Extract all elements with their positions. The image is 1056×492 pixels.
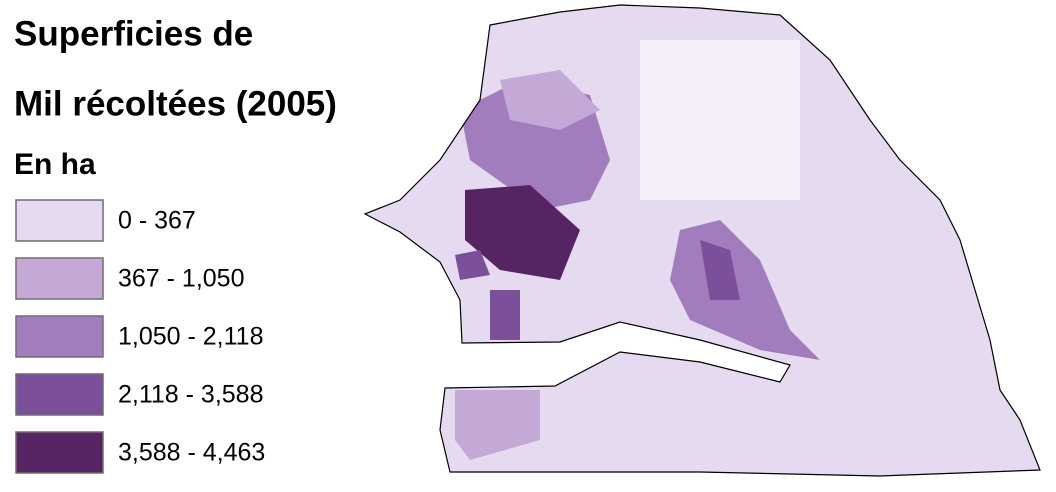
- legend-swatch: [15, 315, 104, 358]
- region-fill: [490, 290, 520, 340]
- legend-swatch: [15, 431, 104, 474]
- legend-label: 367 - 1,050: [118, 265, 245, 293]
- legend-label: 3,588 - 4,463: [118, 439, 265, 467]
- region-fill: [455, 250, 490, 280]
- region-fill: [455, 390, 540, 460]
- legend-swatch: [15, 199, 104, 242]
- legend-label: 2,118 - 3,588: [118, 381, 263, 409]
- legend-label: 1,050 - 2,118: [118, 323, 263, 351]
- unit-label: En ha: [14, 148, 96, 181]
- legend: 0 - 367 367 - 1,050 1,050 - 2,118 2,118 - 3…: [15, 199, 265, 474]
- title-line: Superficies de: [14, 14, 253, 53]
- title-line: Mil récoltées (2005): [14, 84, 337, 123]
- region-fill: [700, 240, 740, 300]
- region-fill: [465, 185, 580, 280]
- country-outline: [363, 4, 1041, 477]
- sparse-area: [640, 40, 800, 200]
- map: [363, 4, 1041, 477]
- legend-swatch: [15, 257, 104, 300]
- legend-swatch: [15, 373, 104, 416]
- legend-label: 0 - 367: [118, 207, 196, 235]
- region-fill: [500, 70, 600, 130]
